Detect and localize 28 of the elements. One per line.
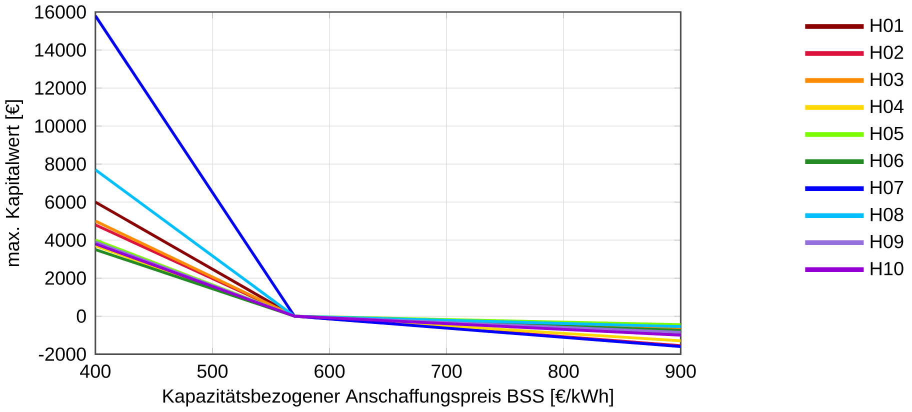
- legend-label: H01: [870, 18, 904, 32]
- y-axis-title: max. Kapitalwert [€]: [5, 100, 23, 266]
- legend-label: H02: [870, 46, 904, 60]
- x-tick-label: 800: [548, 364, 579, 378]
- legend-label: H05: [870, 126, 904, 140]
- y-tick-label: 0: [76, 310, 86, 323]
- legend-label: H06: [870, 154, 904, 168]
- x-tick-label: 600: [314, 364, 345, 378]
- x-tick-label: 900: [666, 364, 696, 378]
- y-tick-label: 8000: [45, 157, 86, 171]
- legend-label: H04: [870, 100, 904, 114]
- y-tick-label: -2000: [38, 348, 86, 361]
- y-tick-label: 6000: [45, 195, 86, 209]
- legend-label: H10: [870, 262, 904, 276]
- legend-label: H03: [870, 72, 904, 86]
- y-tick-label: 12000: [35, 81, 86, 95]
- x-tick-label: 500: [197, 364, 228, 378]
- x-axis-title: Kapazitätsbezogener Anschaffungspreis BSS [€/kWh]: [163, 388, 613, 407]
- x-tick-label: 400: [80, 364, 111, 378]
- legend-label: H08: [870, 208, 904, 222]
- y-tick-label: 10000: [35, 119, 86, 133]
- legend-label: H07: [870, 180, 904, 194]
- y-tick-label: 16000: [35, 5, 86, 19]
- y-tick-label: 2000: [45, 272, 86, 285]
- y-tick-label: 14000: [35, 43, 86, 57]
- legend-label: H09: [870, 234, 904, 248]
- y-tick-label: 4000: [44, 234, 86, 247]
- x-tick-label: 700: [432, 364, 462, 378]
